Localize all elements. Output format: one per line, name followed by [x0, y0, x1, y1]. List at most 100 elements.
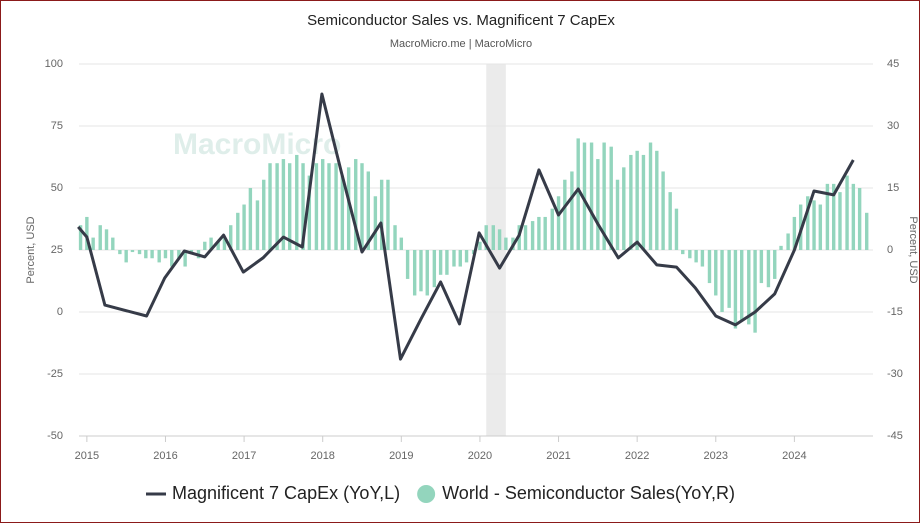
x-tick-label: 2015	[75, 450, 99, 462]
bar	[681, 250, 685, 255]
bar	[262, 179, 266, 250]
bar	[354, 159, 358, 250]
y2-tick-label: 0	[887, 244, 893, 256]
bar	[714, 250, 718, 296]
bar	[747, 250, 751, 325]
bar	[792, 216, 797, 250]
bar	[425, 250, 429, 296]
bar	[707, 250, 712, 284]
bar	[720, 250, 724, 312]
bar	[445, 250, 449, 275]
bar	[111, 237, 115, 250]
bar	[268, 163, 272, 250]
bar	[458, 250, 462, 267]
bar	[334, 163, 338, 250]
bar	[242, 204, 246, 250]
bar	[831, 183, 836, 250]
bar	[157, 250, 161, 263]
bar	[478, 241, 482, 250]
bar	[773, 250, 777, 279]
bar	[163, 250, 168, 259]
bar	[432, 250, 437, 288]
bar	[615, 179, 620, 250]
y-tick-label: -50	[47, 430, 63, 442]
bar	[150, 250, 154, 259]
bar	[412, 250, 417, 296]
bar	[177, 250, 181, 259]
bar	[91, 237, 95, 250]
y2-tick-label: -45	[887, 430, 903, 442]
legend-label: World - Semiconductor Sales(YoY,R)	[442, 483, 735, 503]
x-tick-label: 2019	[389, 450, 413, 462]
bar	[484, 225, 488, 250]
y2-axis-label: Percent, USD	[907, 216, 919, 283]
bar	[635, 150, 639, 250]
bar	[222, 237, 227, 250]
chart-title: Semiconductor Sales vs. Magnificent 7 Ca…	[307, 12, 615, 29]
bar	[248, 188, 253, 250]
y-tick-label: 50	[51, 182, 63, 194]
x-tick-label: 2020	[468, 450, 492, 462]
bar	[550, 208, 554, 250]
bar	[236, 212, 240, 250]
bar	[609, 146, 613, 250]
y-tick-label: -25	[47, 368, 63, 380]
bar	[845, 175, 849, 250]
bar	[130, 250, 135, 253]
x-tick-label: 2021	[546, 450, 570, 462]
bar	[694, 250, 698, 263]
y-tick-label: 25	[51, 244, 63, 256]
bar	[216, 241, 220, 250]
x-tick-label: 2018	[310, 450, 334, 462]
bar	[740, 250, 744, 321]
bar	[275, 163, 279, 250]
bar	[399, 237, 404, 250]
bar	[582, 142, 587, 250]
y2-tick-label: -15	[887, 306, 903, 318]
y2-tick-label: 45	[887, 58, 899, 70]
bar	[733, 250, 738, 329]
bar	[523, 225, 528, 250]
bar	[838, 192, 842, 250]
chart-subtitle: MacroMicro.me | MacroMicro	[390, 38, 532, 50]
bar	[170, 250, 174, 267]
bar	[661, 171, 665, 250]
bar	[209, 237, 213, 250]
bar	[674, 208, 679, 250]
bar	[563, 179, 567, 250]
y-tick-label: 75	[51, 120, 63, 132]
x-tick-label: 2024	[782, 450, 806, 462]
bar	[452, 250, 456, 267]
x-tick-label: 2016	[153, 450, 177, 462]
x-tick-label: 2023	[704, 450, 728, 462]
bar	[504, 237, 508, 250]
bar	[346, 167, 351, 250]
bar	[438, 250, 443, 275]
bar	[287, 163, 292, 250]
bar	[124, 250, 128, 263]
bar	[464, 250, 469, 263]
bar	[576, 138, 580, 250]
bar	[405, 250, 410, 279]
bar	[668, 192, 672, 250]
bar	[648, 142, 653, 250]
bar	[307, 175, 312, 250]
bar	[806, 196, 810, 250]
legend-symbol	[417, 485, 436, 503]
bar	[229, 225, 233, 250]
bar	[314, 163, 319, 250]
bar	[98, 225, 102, 250]
bar	[700, 250, 705, 267]
y-axis-label: Percent, USD	[25, 216, 37, 283]
x-tick-label: 2022	[625, 450, 649, 462]
bar	[779, 245, 783, 250]
bar	[419, 250, 423, 292]
bar	[825, 183, 830, 250]
bar	[641, 154, 646, 250]
bar	[851, 183, 856, 250]
legend-label: Magnificent 7 CapEx (YoY,L)	[172, 483, 400, 503]
bar	[85, 216, 89, 250]
y2-tick-label: 30	[887, 120, 899, 132]
bar	[766, 250, 771, 288]
bar	[255, 200, 260, 250]
